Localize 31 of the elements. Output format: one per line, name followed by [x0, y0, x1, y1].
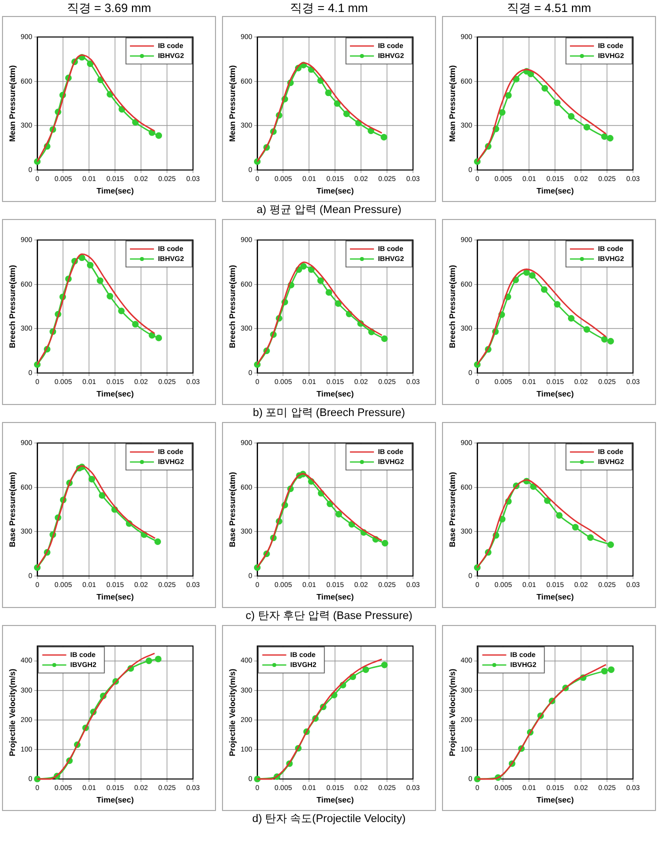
y-axis-title: Breech Pressure(atm): [448, 264, 458, 348]
y-axis-title: Projectile Velocity(m/s): [228, 668, 238, 756]
x-axis-title: Time(sec): [536, 389, 574, 398]
x-axis-title: Time(sec): [536, 186, 574, 196]
y-axis-title: Base Pressure(atm): [8, 472, 18, 548]
x-axis-title: Time(sec): [316, 389, 354, 398]
y-axis-title: Base Pressure(atm): [228, 472, 238, 548]
chart-title: 직경 = 4.51 mm: [506, 0, 592, 16]
text: b) 포미 압력 (Breech Pressure): [252, 406, 406, 421]
y-axis-title: Projectile Velocity(m/s): [8, 668, 18, 756]
y-axis-title: Breech Pressure(atm): [228, 264, 238, 348]
x-axis-title: Time(sec): [536, 795, 574, 804]
chart-title: 직경 = 3.69 mm: [66, 0, 152, 16]
y-axis-title: Mean Pressure(atm): [228, 64, 238, 142]
x-axis-title: Time(sec): [96, 592, 134, 602]
text: c) 탄자 후단 압력 (Base Pressure): [244, 609, 414, 624]
y-axis-title: Mean Pressure(atm): [8, 64, 18, 142]
y-axis-title: Base Pressure(atm): [448, 472, 458, 548]
y-axis-title: Projectile Velocity(m/s): [448, 668, 458, 756]
x-axis-title: Time(sec): [316, 795, 354, 804]
x-axis-title: Time(sec): [316, 592, 354, 602]
y-axis-title: Breech Pressure(atm): [8, 264, 18, 348]
chart-title: 직경 = 4.1 mm: [289, 0, 369, 16]
text: d) 탄자 속도(Projectile Velocity): [251, 812, 407, 827]
x-axis-title: Time(sec): [316, 186, 354, 196]
x-axis-title: Time(sec): [96, 795, 134, 804]
x-axis-title: Time(sec): [96, 389, 134, 398]
y-axis-title: Mean Pressure(atm): [448, 64, 458, 142]
x-axis-title: Time(sec): [96, 186, 134, 196]
x-axis-title: Time(sec): [536, 592, 574, 602]
text: a) 평균 압력 (Mean Pressure): [256, 203, 402, 218]
